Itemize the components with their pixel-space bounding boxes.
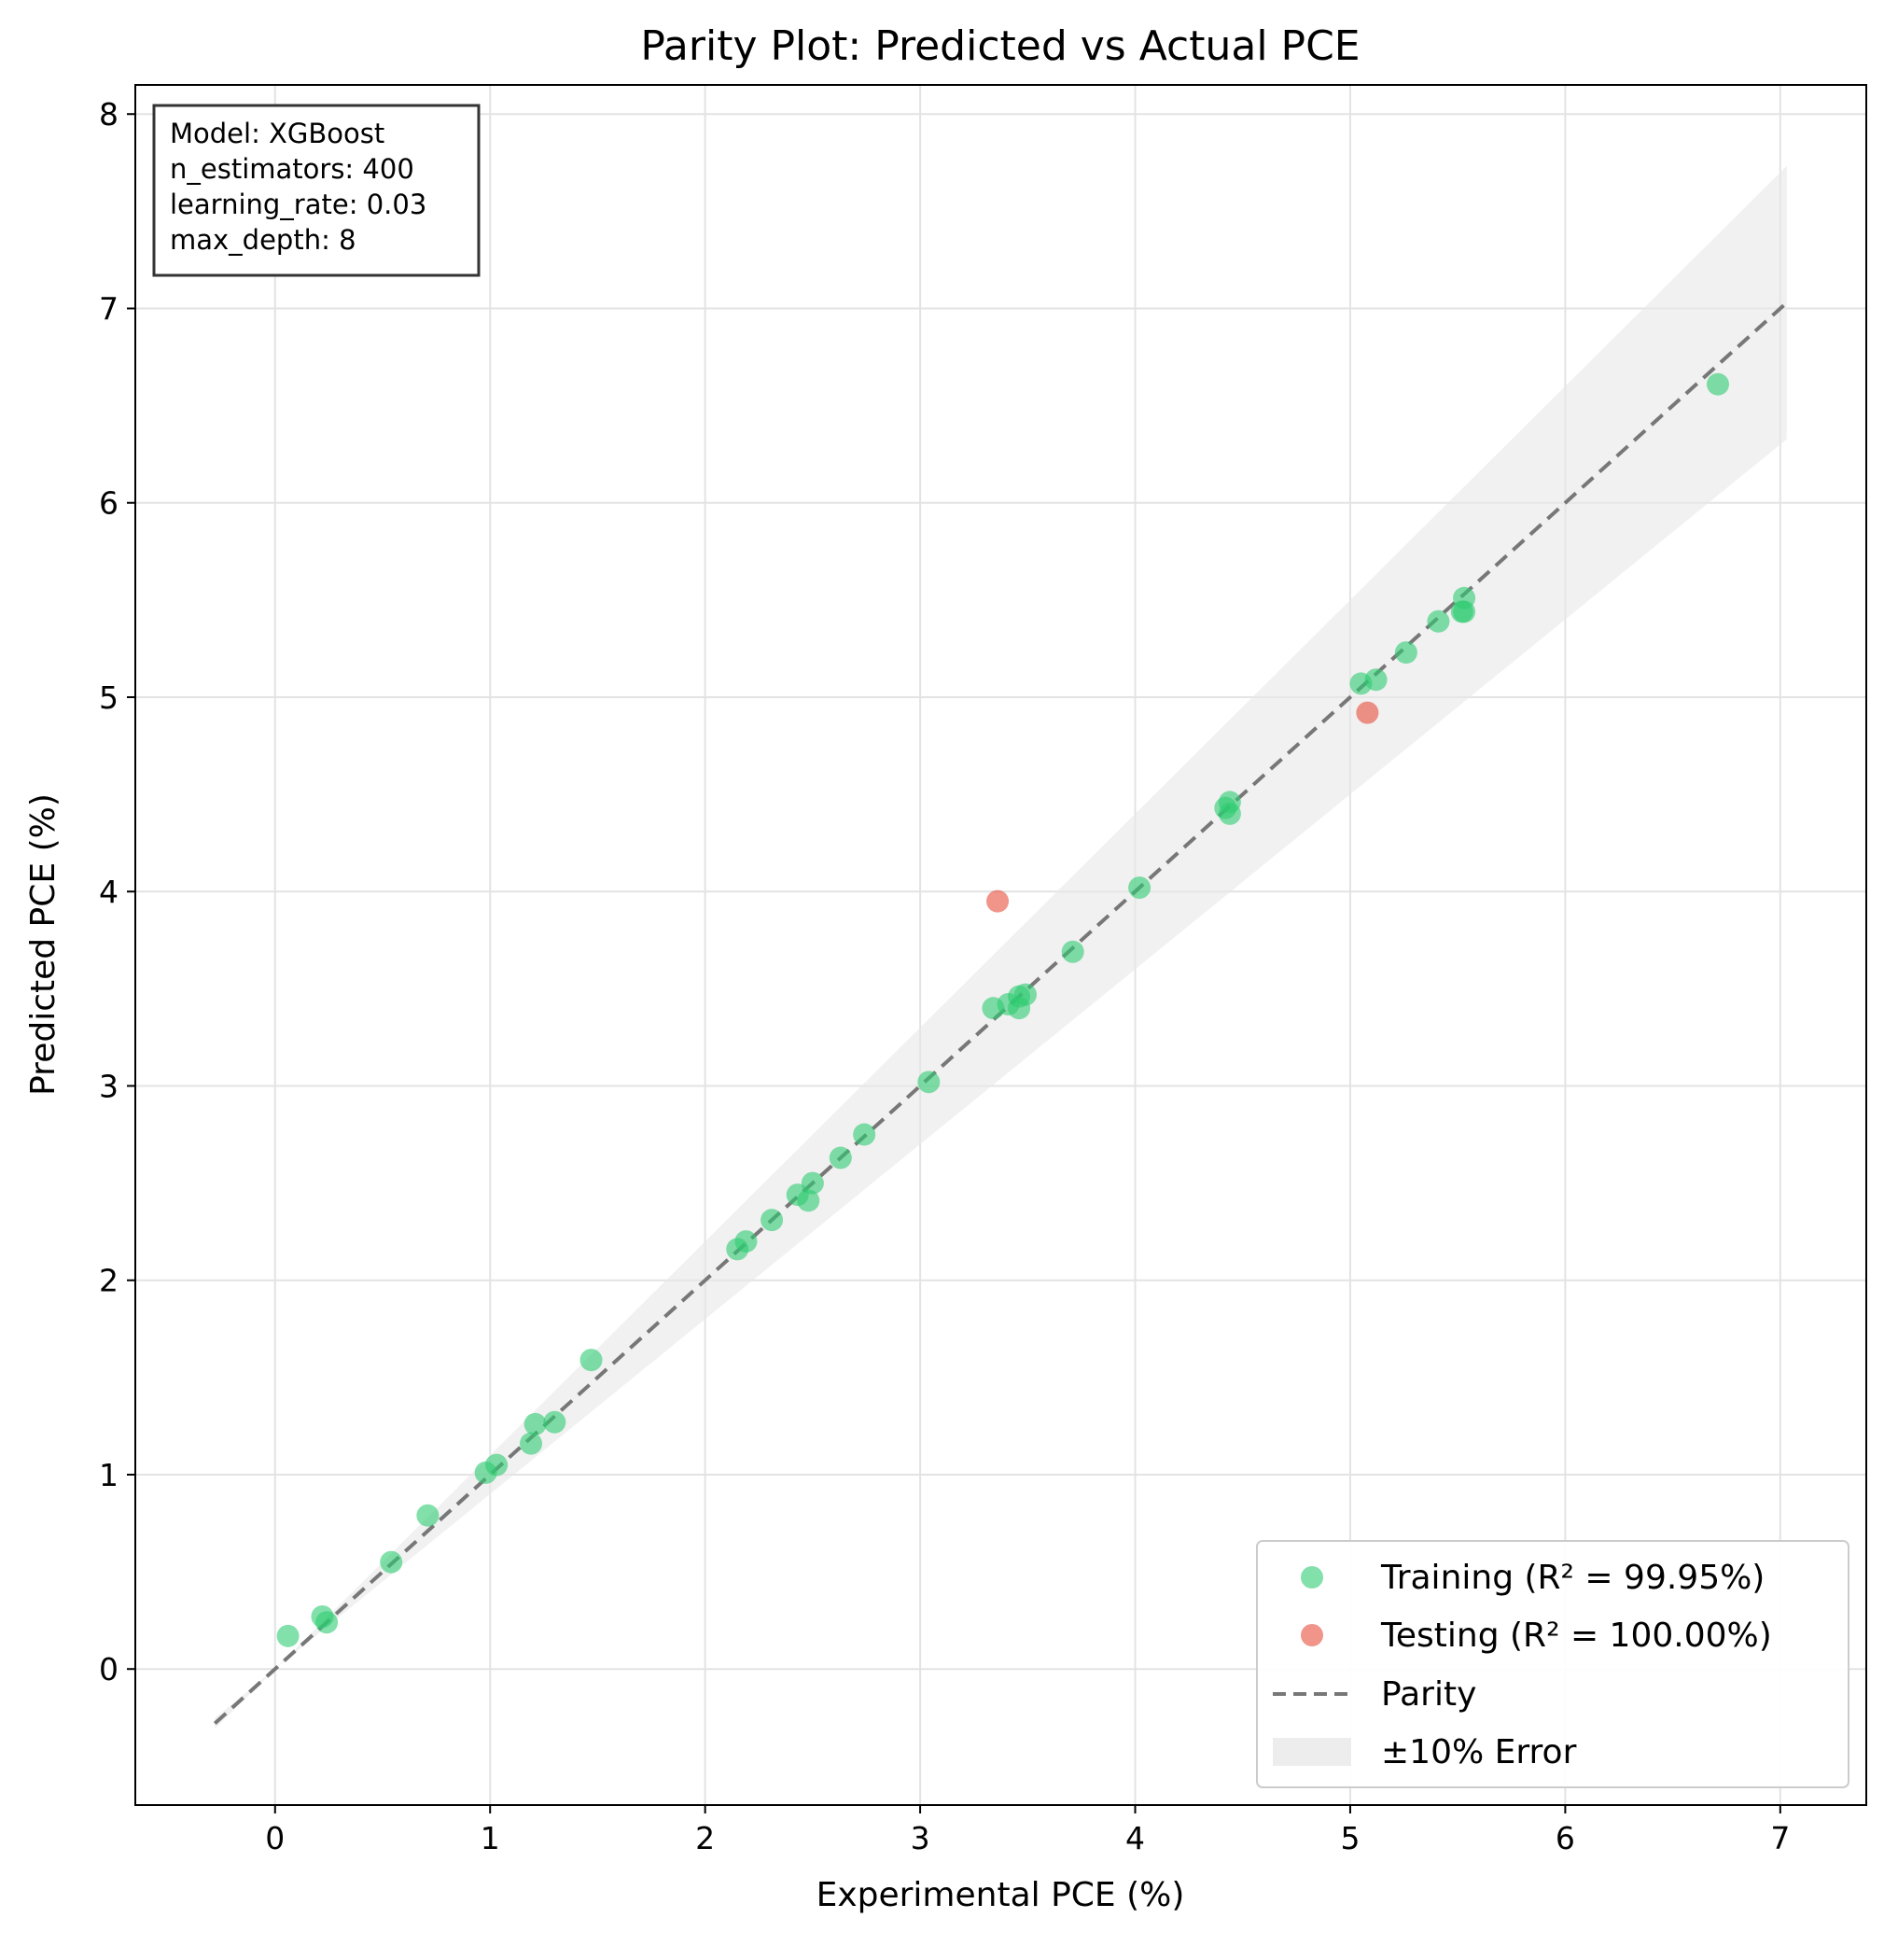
training-point	[1427, 609, 1450, 633]
testing-point	[1356, 701, 1379, 724]
training-point	[523, 1412, 547, 1435]
training-point	[1014, 983, 1037, 1006]
training-point	[853, 1123, 876, 1146]
training-point	[1453, 600, 1476, 623]
info-line-max-depth: max_depth: 8	[170, 224, 356, 256]
error-band	[215, 165, 1787, 1729]
info-line-learning-rate: learning_rate: 0.03	[170, 189, 426, 220]
training-point	[543, 1410, 566, 1434]
x-tick-label: 0	[265, 1820, 285, 1856]
legend-label-parity: Parity	[1381, 1675, 1476, 1714]
info-line-estimators: n_estimators: 400	[170, 153, 414, 185]
legend-label-testing: Testing (R² = 100.00%)	[1380, 1617, 1772, 1655]
training-point	[1394, 641, 1417, 665]
training-point	[1707, 372, 1729, 396]
training-point	[276, 1624, 300, 1647]
training-point	[801, 1171, 824, 1195]
x-axis-label: Experimental PCE (%)	[816, 1876, 1185, 1914]
info-line-model: Model: XGBoost	[170, 118, 384, 149]
x-tick-label: 2	[695, 1820, 715, 1856]
legend-marker-training	[1301, 1566, 1323, 1589]
x-tick-label: 1	[481, 1820, 500, 1856]
legend-marker-testing	[1301, 1624, 1323, 1646]
y-tick-label: 0	[99, 1651, 119, 1687]
error-band-layer	[215, 165, 1787, 1729]
training-point	[1218, 802, 1241, 825]
info-box: Model: XGBoost n_estimators: 400 learnin…	[152, 104, 481, 277]
y-tick-label: 7	[99, 290, 119, 327]
legend-label-error-band: ±10% Error	[1381, 1733, 1577, 1771]
training-point	[416, 1504, 440, 1527]
y-tick-label: 1	[99, 1457, 119, 1493]
x-tick-label: 6	[1556, 1820, 1575, 1856]
x-tick-label: 4	[1125, 1820, 1145, 1856]
x-tick-label: 3	[911, 1820, 930, 1856]
training-point	[797, 1189, 820, 1212]
y-tick-label: 3	[99, 1068, 119, 1104]
y-tick-label: 6	[99, 485, 119, 522]
training-point	[734, 1230, 758, 1253]
axis-ticks: 0 1 2 3 4 5 6 7 0 1 2 3 4 5 6 7 8	[99, 96, 1790, 1856]
training-point	[1364, 668, 1388, 692]
y-tick-label: 5	[99, 679, 119, 716]
training-point	[761, 1209, 784, 1232]
plot-frame	[134, 84, 1867, 1806]
y-axis-label: Predicted PCE (%)	[24, 793, 63, 1096]
chart-title: Parity Plot: Predicted vs Actual PCE	[640, 22, 1360, 70]
training-point	[829, 1146, 852, 1169]
legend-marker-error-band	[1273, 1738, 1351, 1766]
training-point	[380, 1550, 403, 1574]
legend: Training (R² = 99.95%) Testing (R² = 100…	[1256, 1540, 1849, 1788]
legend-frame	[1256, 1540, 1849, 1788]
training-point	[315, 1611, 339, 1634]
training-point	[917, 1071, 941, 1094]
training-point	[1128, 876, 1151, 900]
data-points	[276, 372, 1729, 1647]
training-point	[485, 1453, 509, 1477]
info-box-frame	[152, 104, 481, 277]
y-tick-label: 4	[99, 874, 119, 910]
training-point	[579, 1349, 603, 1372]
x-tick-label: 7	[1770, 1820, 1790, 1856]
x-tick-label: 5	[1340, 1820, 1360, 1856]
testing-point	[986, 889, 1010, 913]
legend-label-training: Training (R² = 99.95%)	[1380, 1559, 1765, 1597]
training-point	[520, 1432, 542, 1455]
training-point	[1061, 940, 1084, 963]
y-tick-label: 8	[99, 96, 119, 133]
y-tick-label: 2	[99, 1263, 119, 1299]
